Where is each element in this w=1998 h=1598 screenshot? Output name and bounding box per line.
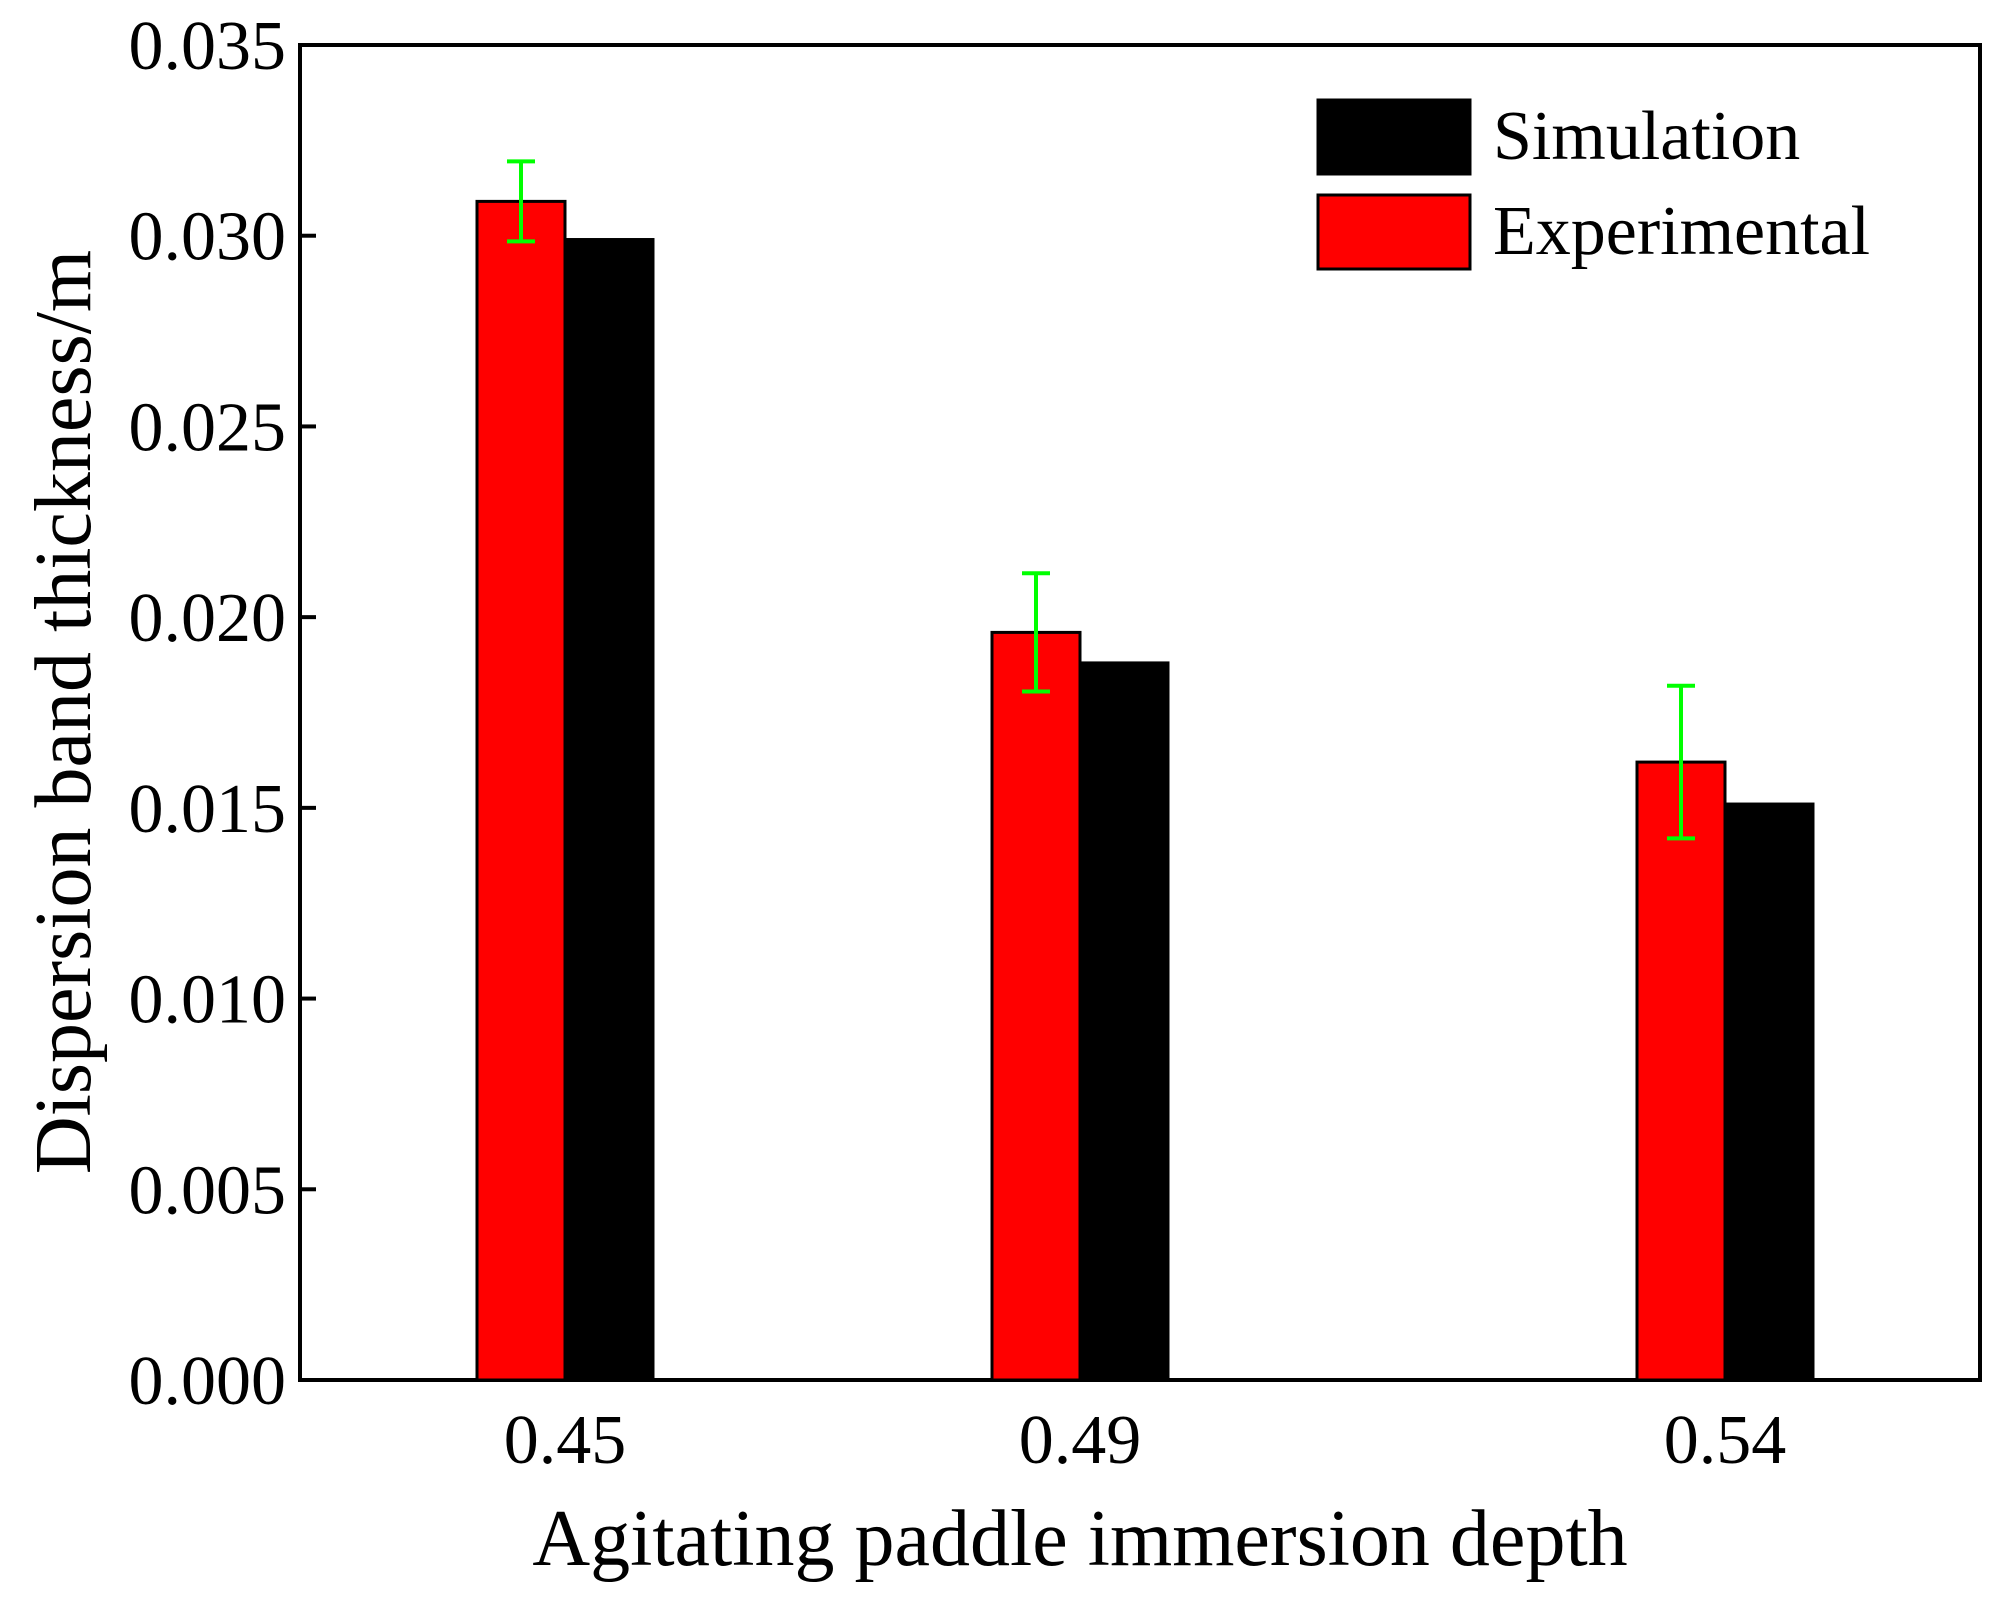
error-bars	[507, 159, 1695, 841]
legend: Simulation Experimental	[1316, 98, 1870, 271]
x-axis-title: Agitating paddle immersion depth	[532, 1495, 1627, 1583]
bars	[475, 199, 1815, 1382]
y-axis-ticks: 0.000 0.005 0.010 0.015 0.020 0.025 0.030 0.035	[129, 8, 316, 1420]
bar-simulation-0.49	[1078, 661, 1170, 1382]
y-tick-label: 0.035	[129, 8, 287, 85]
x-axis-ticks: 0.45 0.49 0.54	[504, 1402, 1787, 1479]
x-tick-label: 0.45	[504, 1402, 627, 1479]
legend-swatch-experimental	[1316, 193, 1472, 271]
y-tick-label: 0.030	[129, 199, 287, 276]
x-tick-label: 0.54	[1664, 1402, 1787, 1479]
y-tick-label: 0.010	[129, 962, 287, 1039]
y-tick-label: 0.000	[129, 1343, 287, 1420]
bar-experimental-0.54	[1635, 760, 1727, 1382]
y-tick-label: 0.020	[129, 580, 287, 657]
bar-experimental-0.49	[990, 630, 1082, 1382]
legend-swatch-simulation	[1316, 98, 1472, 176]
y-tick-label: 0.025	[129, 389, 287, 466]
y-tick-label: 0.005	[129, 1152, 287, 1229]
y-axis-title: Dispersion band thickness/m	[20, 250, 108, 1174]
bar-experimental-0.45	[475, 199, 567, 1382]
legend-label-simulation: Simulation	[1493, 98, 1800, 175]
bar-simulation-0.54	[1723, 802, 1815, 1382]
y-tick-label: 0.015	[129, 771, 287, 848]
bar-simulation-0.45	[563, 238, 655, 1382]
legend-label-experimental: Experimental	[1493, 193, 1870, 270]
x-tick-label: 0.49	[1019, 1402, 1142, 1479]
